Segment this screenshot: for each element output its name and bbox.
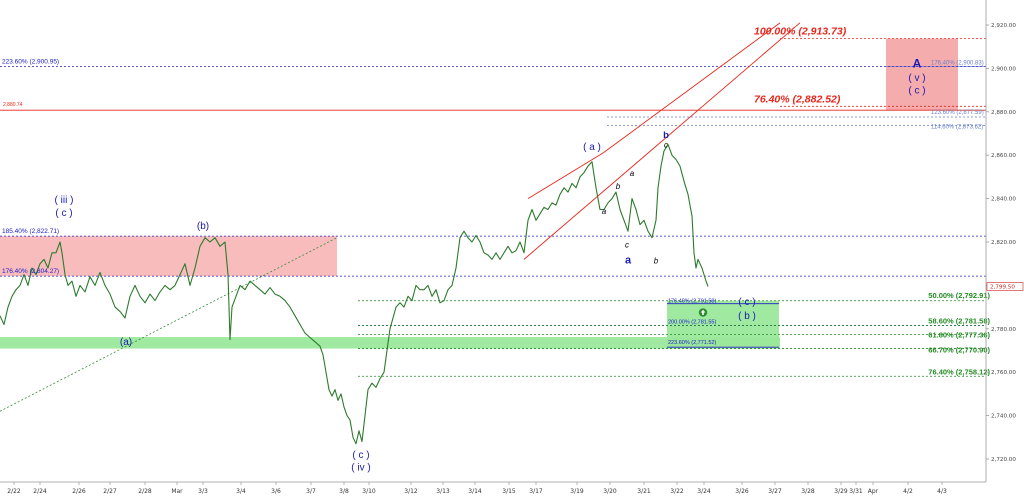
y-tick-label: 2,860.00	[991, 153, 1016, 159]
fib-label: 114.60% (2,873.62)	[931, 125, 983, 131]
zone-resistance-zone	[0, 236, 337, 277]
current-price-badge	[986, 282, 1024, 291]
zone-current-target-zone	[667, 300, 779, 348]
wave-label: ( iii )	[55, 195, 74, 206]
fib-label: 58.60% (2,781.58)	[928, 316, 990, 325]
wave-label: a	[630, 169, 635, 178]
fib-label: 200.00% (2,781.55)	[668, 319, 716, 325]
wave-label: a	[602, 207, 607, 216]
wave-label: (a)	[120, 337, 132, 348]
wave-label: a	[625, 255, 632, 267]
wave-labels-layer: ( iii )( c )(b)(a)( c )( iv )( a )abcaab…	[55, 56, 926, 473]
y-tick-label: 2,760.00	[991, 370, 1016, 376]
fib-levels-layer	[0, 38, 986, 377]
x-tick-label: 3/17	[529, 488, 543, 495]
y-tick-label: 2,920.00	[991, 23, 1016, 29]
channel-upper-extension	[602, 22, 781, 154]
y-tick-label: 2,780.00	[991, 327, 1016, 333]
x-tick-label: Apr	[868, 488, 879, 495]
x-tick-label: 3/27	[768, 488, 782, 495]
fib-label: 100.00% (2,913.73)	[754, 26, 847, 38]
current-price-label: 2,799.50	[990, 285, 1015, 291]
x-tick-label: 4/3	[937, 488, 947, 495]
x-tick-label: 4/2	[903, 488, 913, 495]
channel-lower-line	[523, 22, 801, 260]
x-tick-label: 3/13	[436, 488, 450, 495]
y-tick-label: 2,840.00	[991, 197, 1016, 203]
x-tick-label: 3/22	[670, 488, 684, 495]
y-tick-label: 2,720.00	[991, 457, 1016, 463]
x-tick-label: 3/4	[236, 488, 246, 495]
fib-label: 61.80% (2,777.36)	[928, 331, 990, 340]
wave-label: A	[913, 56, 922, 70]
x-tick-label: 2/28	[138, 488, 152, 495]
wave-label: ( c )	[352, 450, 369, 461]
price-layer	[0, 143, 709, 445]
x-tick-label: 3/28	[801, 488, 815, 495]
y-axis: 2,720.002,740.002,760.002,780.002,800.00…	[985, 0, 1024, 482]
x-tick-label: 3/10	[362, 488, 376, 495]
wave-label: ( a )	[583, 142, 601, 153]
wave-label: (b)	[197, 221, 209, 232]
wave-label: ( c )	[55, 208, 72, 219]
x-tick-label: 3/8	[339, 488, 349, 495]
x-tick-label: 3/14	[468, 488, 482, 495]
x-axis: 2/22 2/24 2/26 2/27 2/28 Mar 3/3 3/4 3/6 3/7 3/8 3/…	[0, 481, 986, 495]
y-tick-label: 2,880.00	[991, 110, 1016, 116]
fib-label: 76.40% (2,758.12)	[928, 367, 990, 376]
fib-label: 223.60% (2,771.52)	[668, 340, 716, 346]
x-tick-label: 3/21	[637, 488, 651, 495]
trend-lines-layer	[0, 22, 801, 412]
wave-label: c	[664, 141, 668, 150]
fib-label: 123.60% (2,877.59)	[931, 110, 984, 116]
x-tick-label: 2/22	[7, 488, 21, 495]
wave-label: ( c )	[908, 85, 925, 96]
channel-upper-line	[527, 152, 604, 199]
zone-upper-target-zone	[886, 38, 958, 111]
x-tick-label: 3/6	[271, 488, 281, 495]
dotted-trendline	[0, 237, 338, 412]
wave-label: c	[625, 240, 629, 249]
fib-label: 176.40% (2,804.27)	[2, 268, 59, 275]
fib-label: 223.60% (2,900.95)	[2, 58, 59, 65]
x-tick-label: 3/24	[697, 488, 711, 495]
fib-label: 66.70% (2,770.90)	[928, 346, 990, 355]
y-tick-label: 2,740.00	[991, 414, 1016, 420]
price-line	[0, 143, 709, 445]
x-tick-label: 3/29	[834, 488, 848, 495]
zones-layer	[0, 38, 958, 349]
zone-support-zone	[0, 337, 780, 349]
y-tick-label: 2,900.00	[991, 66, 1016, 72]
x-tick-label: Mar	[171, 488, 183, 495]
x-tick-label: 2/27	[103, 488, 117, 495]
x-tick-label: 3/12	[404, 488, 418, 495]
x-tick-label: 2/24	[33, 488, 47, 495]
fib-label: 50.00% (2,792.91)	[928, 291, 990, 300]
x-tick-label: 3/19	[570, 488, 584, 495]
x-tick-label: 3/3	[198, 488, 208, 495]
fib-label: 176.40% (2,900.83)	[931, 61, 984, 67]
x-tick-label: 3/20	[603, 488, 617, 495]
wave-label: ( iv )	[351, 462, 370, 473]
wave-label: ( v )	[908, 73, 925, 84]
x-tick-label: 3/7	[306, 488, 316, 495]
fib-label: 185.40% (2,822.71)	[2, 228, 59, 235]
wave-label: b	[616, 182, 621, 191]
wave-label: b	[663, 130, 669, 141]
wave-label: b	[654, 257, 659, 266]
x-tick-label: 3/31	[849, 488, 863, 495]
fib-label: 176.40% (2,791.58)	[668, 299, 716, 305]
fib-label: 2,880.74	[3, 102, 23, 108]
x-tick-label: 3/15	[502, 488, 516, 495]
y-tick-label: 2,820.00	[991, 240, 1016, 246]
x-tick-label: 3/26	[735, 488, 749, 495]
fib-label: 76.40% (2,882.52)	[754, 93, 841, 105]
x-tick-label: 2/26	[72, 488, 86, 495]
fib-labels-layer: 100.00% (2,913.73) 223.60% (2,900.95) 176.…	[2, 26, 990, 377]
wave-label: ( c )	[738, 297, 755, 308]
wave-label: ( b )	[738, 311, 756, 322]
up-arrow-icon	[700, 309, 706, 316]
